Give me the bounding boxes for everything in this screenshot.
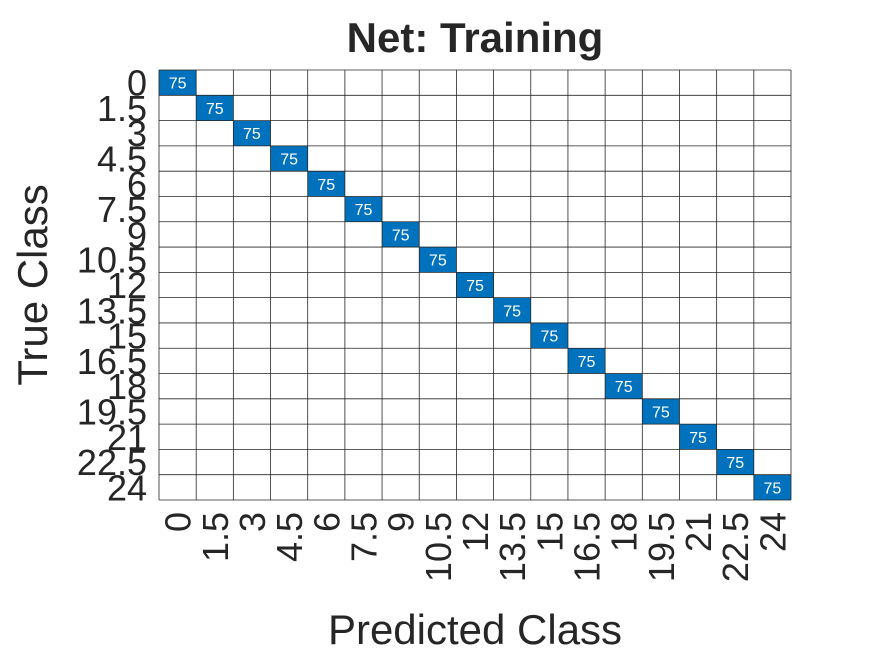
matrix-cells: 75 75 75 75 75 75 75 75 75 75 75 75 75 75 75 75 75: [159, 70, 791, 500]
x-tick-label: 24: [752, 512, 793, 552]
x-tick-label: 15: [529, 512, 570, 552]
cell-value-label: 75: [652, 404, 670, 421]
cell-value-label: 75: [243, 126, 261, 143]
cell-value-label: 75: [689, 430, 707, 447]
x-tick-label: 19.5: [641, 512, 682, 582]
matrix-cell-10-10: [530, 322, 568, 349]
matrix-cell-0-0: [159, 70, 197, 96]
x-tick-label: 6: [306, 512, 347, 532]
cell-value-label: 75: [466, 278, 484, 295]
x-tick-label: 10.5: [418, 512, 459, 582]
y-tick-label: 19.5: [77, 391, 147, 432]
cell-value-label: 75: [317, 177, 335, 194]
matrix-grid: [158, 69, 792, 501]
y-tick-label: 15: [107, 316, 147, 357]
cell-value-label: 75: [615, 379, 633, 396]
x-tick-label: 1.5: [195, 512, 236, 562]
x-tick-label: 3: [232, 512, 273, 532]
cell-value-label: 75: [169, 76, 187, 93]
y-tick-label: 10.5: [77, 240, 147, 281]
y-tick-label: 21: [107, 417, 147, 458]
matrix-cell-5-5: [344, 196, 383, 222]
y-tick-label: 16.5: [77, 341, 147, 382]
cell-value-label: 75: [429, 253, 447, 270]
y-tick-label: 12: [107, 265, 147, 306]
y-tick-label: 7.5: [97, 189, 147, 230]
cell-value-label: 75: [726, 455, 744, 472]
x-tick-label: 9: [381, 512, 422, 532]
y-tick-label: 13.5: [77, 290, 147, 331]
x-axis-label: Predicted Class: [328, 606, 622, 653]
x-tick-label: 13.5: [492, 512, 533, 582]
cell-value-label: 75: [355, 202, 373, 219]
y-tick-labels: 01.534.567.5910.51213.51516.51819.52122.…: [77, 63, 147, 509]
matrix-cell-7-7: [419, 247, 457, 273]
y-tick-label: 18: [107, 366, 147, 407]
y-tick-label: 24: [107, 467, 147, 508]
x-tick-label: 7.5: [343, 512, 384, 562]
matrix-cell-12-12: [605, 373, 643, 399]
x-tick-labels: 01.534.567.5910.51213.51516.51819.52122.…: [158, 512, 794, 582]
y-tick-label: 4.5: [97, 139, 147, 180]
y-tick-label: 3: [127, 113, 147, 154]
matrix-cell-14-14: [679, 424, 717, 450]
x-tick-label: 4.5: [269, 512, 310, 562]
cell-value-label: 75: [764, 480, 782, 497]
cell-value-label: 75: [280, 152, 298, 169]
cell-value-label: 75: [578, 354, 596, 371]
matrix-cell-13-13: [642, 398, 680, 425]
x-tick-label: 0: [158, 512, 199, 532]
matrix-cell-8-8: [456, 272, 494, 298]
x-tick-label: 16.5: [567, 512, 608, 582]
matrix-cell-15-15: [716, 449, 754, 475]
cell-value-label: 75: [206, 101, 224, 118]
chart-title: Net: Training: [347, 14, 604, 61]
matrix-cell-9-9: [493, 297, 531, 323]
y-tick-label: 22.5: [77, 442, 147, 483]
matrix-cell-3-3: [270, 145, 308, 172]
x-tick-label: 12: [455, 512, 496, 552]
x-tick-label: 22.5: [715, 512, 756, 582]
cell-value-label: 75: [503, 303, 521, 320]
matrix-cell-6-6: [382, 221, 420, 248]
y-axis-label: True Class: [9, 184, 56, 386]
matrix-cell-2-2: [233, 120, 271, 146]
matrix-cell-1-1: [196, 95, 234, 121]
y-tick-label: 0: [127, 63, 147, 104]
matrix-cell-4-4: [307, 171, 345, 197]
y-tick-label: 6: [127, 164, 147, 205]
x-tick-label: 18: [604, 512, 645, 552]
y-tick-label: 1.5: [97, 88, 147, 129]
cell-value-label: 75: [392, 227, 410, 244]
cell-value-label: 75: [540, 329, 558, 346]
y-tick-label: 9: [127, 214, 147, 255]
matrix-cell-11-11: [567, 348, 606, 374]
x-tick-label: 21: [678, 512, 719, 552]
matrix-cell-16-16: [753, 474, 791, 500]
